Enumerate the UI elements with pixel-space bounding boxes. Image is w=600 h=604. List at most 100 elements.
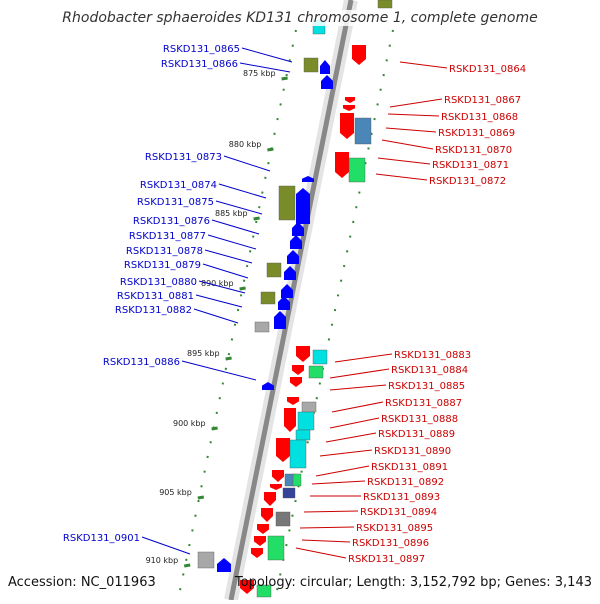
reverse-gene-arrow xyxy=(284,408,296,432)
right-gene-label: RSKD131_0897 xyxy=(348,554,425,565)
gene-block xyxy=(278,185,296,221)
reverse-gene-arrow xyxy=(264,492,276,506)
right-leader-line xyxy=(377,157,431,165)
left-gene-label: RSKD131_0874 xyxy=(140,180,217,191)
right-gene-label: RSKD131_0896 xyxy=(352,538,429,549)
gene-block xyxy=(301,401,317,413)
left-leader-line xyxy=(223,155,271,172)
kbp-marker-label: 895 kbp xyxy=(187,349,220,358)
left-gene-label: RSKD131_0876 xyxy=(133,216,210,227)
reverse-gene-arrow xyxy=(254,536,266,546)
right-leader-line xyxy=(375,173,428,181)
forward-gene-arrow xyxy=(274,311,286,329)
reverse-gene-arrow xyxy=(240,580,254,594)
right-gene-label: RSKD131_0893 xyxy=(363,492,440,503)
gene-block xyxy=(254,321,270,333)
forward-gene-arrow xyxy=(262,382,274,390)
right-leader-line xyxy=(387,113,440,117)
forward-gene-arrow xyxy=(290,235,302,249)
reverse-gene-arrow xyxy=(251,548,263,558)
kbp-marker-label: 890 kbp xyxy=(201,279,234,288)
right-gene-label: RSKD131_0872 xyxy=(429,176,506,187)
gene-block xyxy=(266,262,282,278)
gene-block xyxy=(256,584,272,598)
reverse-gene-arrow xyxy=(287,397,299,405)
gene-block xyxy=(303,57,319,73)
kbp-marker-label: 885 kbp xyxy=(215,209,248,218)
reverse-gene-arrow xyxy=(257,524,269,534)
left-leader-line xyxy=(218,183,267,199)
right-leader-line xyxy=(319,449,373,457)
right-leader-line xyxy=(331,401,384,413)
kbp-tick xyxy=(211,426,218,431)
reverse-gene-arrow xyxy=(261,508,273,522)
gene-block xyxy=(312,349,328,365)
reverse-gene-arrow xyxy=(296,346,310,362)
left-gene-label: RSKD131_0901 xyxy=(63,533,140,544)
left-leader-line xyxy=(211,219,260,235)
reverse-gene-arrow xyxy=(352,45,366,65)
left-leader-line xyxy=(181,360,257,381)
gene-block xyxy=(295,429,311,441)
right-gene-label: RSKD131_0885 xyxy=(388,381,465,392)
kbp-tick xyxy=(253,216,260,221)
genome-summary-text: Topology: circular; Length: 3,152,792 bp… xyxy=(234,575,592,590)
right-gene-label: RSKD131_0892 xyxy=(367,477,444,488)
kbp-marker-label: 905 kbp xyxy=(159,488,192,497)
left-leader-line xyxy=(195,294,243,308)
left-leader-line xyxy=(241,47,293,63)
right-gene-label: RSKD131_0884 xyxy=(391,365,468,376)
right-leader-line xyxy=(381,139,434,150)
right-leader-line xyxy=(295,547,347,559)
left-leader-line xyxy=(198,280,246,294)
left-gene-label: RSKD131_0877 xyxy=(129,231,206,242)
forward-gene-arrow xyxy=(284,266,296,280)
kbp-tick xyxy=(267,147,274,152)
forward-gene-arrow xyxy=(302,176,314,182)
right-gene-label: RSKD131_0883 xyxy=(394,350,471,361)
right-leader-line xyxy=(399,61,448,69)
right-gene-label: RSKD131_0867 xyxy=(444,95,521,106)
forward-gene-arrow xyxy=(320,60,330,74)
forward-gene-arrow xyxy=(278,296,290,310)
gene-block xyxy=(348,157,366,183)
gene-block xyxy=(275,511,291,527)
left-leader-line xyxy=(202,263,249,279)
right-gene-label: RSKD131_0864 xyxy=(449,64,526,75)
right-gene-label: RSKD131_0889 xyxy=(378,429,455,440)
left-leader-line xyxy=(141,536,191,555)
kbp-marker-label: 900 kbp xyxy=(173,419,206,428)
gene-block xyxy=(267,535,285,561)
kbp-tick xyxy=(183,563,191,568)
forward-gene-arrow xyxy=(287,250,299,264)
left-leader-line xyxy=(215,200,263,215)
right-leader-line xyxy=(329,384,387,391)
right-gene-label: RSKD131_0894 xyxy=(360,507,437,518)
gene-block xyxy=(292,473,302,487)
right-gene-label: RSKD131_0890 xyxy=(374,446,451,457)
map-title: Rhodobacter sphaeroides KD131 chromosome… xyxy=(0,10,600,26)
right-leader-line xyxy=(329,417,380,429)
right-gene-label: RSKD131_0891 xyxy=(371,462,448,473)
kbp-tick xyxy=(225,356,232,361)
gene-block xyxy=(297,411,315,431)
left-gene-label: RSKD131_0879 xyxy=(124,260,201,271)
reverse-gene-arrow xyxy=(292,365,304,375)
right-gene-label: RSKD131_0887 xyxy=(385,398,462,409)
right-leader-line xyxy=(329,368,390,379)
left-gene-label: RSKD131_0882 xyxy=(115,305,192,316)
kbp-tick xyxy=(239,286,246,291)
right-leader-line xyxy=(301,539,351,543)
right-leader-line xyxy=(311,480,366,485)
reverse-gene-arrow xyxy=(290,377,302,387)
chromosome-backbone xyxy=(228,0,354,601)
left-gene-label: RSKD131_0880 xyxy=(120,277,197,288)
gene-block xyxy=(377,0,393,9)
right-leader-line xyxy=(299,526,355,529)
right-leader-line xyxy=(389,98,443,108)
left-gene-label: RSKD131_0886 xyxy=(103,357,180,368)
reverse-gene-arrow xyxy=(335,152,349,178)
right-gene-label: RSKD131_0895 xyxy=(356,523,433,534)
right-gene-label: RSKD131_0869 xyxy=(438,128,515,139)
